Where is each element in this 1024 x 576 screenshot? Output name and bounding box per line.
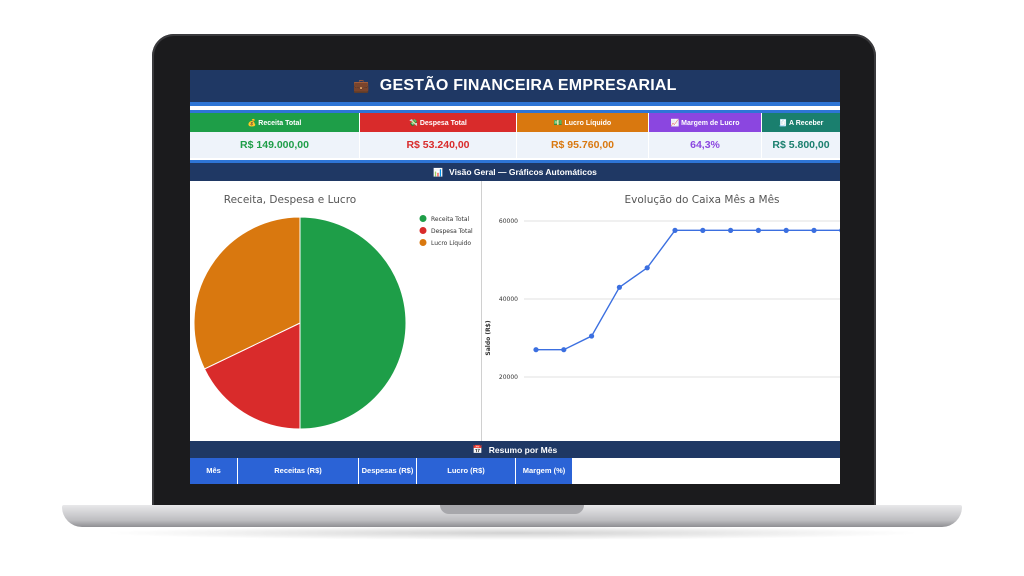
kpi-value: R$ 149.000,00: [190, 132, 359, 158]
data-point[interactable]: [755, 227, 761, 233]
monthly-summary-header: 📅 Resumo por Mês: [190, 441, 840, 458]
kpi-label: 💸 Despesa Total: [360, 113, 516, 132]
kpi-label: 💵 Lucro Líquido: [517, 113, 648, 132]
y-tick-label: 60000: [499, 218, 518, 225]
data-point[interactable]: [728, 227, 734, 233]
legend-label: Despesa Total: [431, 228, 473, 235]
legend-marker: [419, 227, 427, 234]
briefcase-icon: 💼: [353, 78, 370, 93]
table-header-cell[interactable]: Mês: [190, 458, 238, 484]
kpi-label: 💰 Receita Total: [190, 113, 359, 132]
laptop-base: [62, 505, 962, 527]
panel-divider: [481, 181, 482, 441]
pie-chart-panel[interactable]: Receita, Despesa e Lucro Receita Total Des…: [190, 181, 481, 441]
page-title-text: GESTÃO FINANCEIRA EMPRESARIAL: [379, 77, 677, 94]
overview-header: 📊 Visão Geral — Gráficos Automáticos: [190, 163, 840, 181]
data-point[interactable]: [700, 227, 706, 233]
data-point[interactable]: [644, 265, 650, 271]
legend-label: Receita Total: [431, 216, 470, 223]
pie-slice[interactable]: [193, 216, 301, 370]
table-header-cell[interactable]: Despesas (R$): [359, 458, 417, 484]
data-point[interactable]: [811, 227, 817, 233]
data-point[interactable]: [589, 333, 595, 339]
pie-chart: Receita, Despesa e Lucro Receita Total Des…: [193, 194, 473, 430]
calendar-icon: 📅: [472, 445, 483, 454]
pie-slice[interactable]: [299, 216, 407, 430]
kpi-value: R$ 5.800,00: [762, 132, 840, 158]
page-title: 💼 GESTÃO FINANCEIRA EMPRESARIAL: [190, 70, 840, 102]
monthly-summary-text: Resumo por Mês: [488, 444, 558, 455]
pie-slice[interactable]: [203, 322, 301, 430]
data-point[interactable]: [533, 347, 539, 353]
legend-marker: [419, 215, 427, 222]
y-tick-label: 40000: [499, 296, 518, 303]
y-axis-label: Saldo (R$): [485, 320, 492, 355]
chart-title: Evolução do Caixa Mês a Mês: [625, 194, 780, 206]
divider: [190, 110, 840, 113]
line-chart: Evolução do Caixa Mês a Mês0200004000060…: [485, 194, 840, 483]
kpi-value: 64,3%: [649, 132, 761, 158]
spreadsheet-screen: 💼 GESTÃO FINANCEIRA EMPRESARIAL 💰 Receit…: [190, 70, 840, 484]
kpi-value: R$ 95.760,00: [517, 132, 648, 158]
data-point[interactable]: [616, 284, 622, 290]
data-point[interactable]: [561, 347, 567, 353]
divider: [190, 160, 840, 163]
chart-icon: 📊: [433, 167, 444, 177]
legend-label: Lucro Líquido: [431, 240, 471, 247]
series-line: [536, 229, 840, 351]
data-point[interactable]: [839, 228, 840, 233]
kpi-value: R$ 53.240,00: [360, 132, 516, 158]
table-header-cell[interactable]: Margem (%): [516, 458, 573, 484]
laptop-notch: [440, 505, 584, 514]
table-header-cell[interactable]: Receitas (R$): [238, 458, 359, 484]
data-point[interactable]: [672, 227, 678, 233]
line-chart-panel[interactable]: Evolução do Caixa Mês a Mês0200004000060…: [482, 181, 840, 483]
chart-title: Receita, Despesa e Lucro: [224, 194, 356, 206]
kpi-label: 📈 Margem de Lucro: [649, 113, 761, 132]
laptop-shadow: [100, 526, 924, 540]
legend-marker: [419, 239, 427, 246]
spacer: [190, 106, 840, 112]
table-header-cell[interactable]: Lucro (R$): [417, 458, 516, 484]
data-point[interactable]: [783, 227, 789, 233]
kpi-label: 🧾 A Receber: [762, 113, 840, 132]
divider: [190, 102, 840, 106]
y-tick-label: 20000: [499, 374, 518, 381]
overview-header-text: Visão Geral — Gráficos Automáticos: [449, 167, 597, 177]
